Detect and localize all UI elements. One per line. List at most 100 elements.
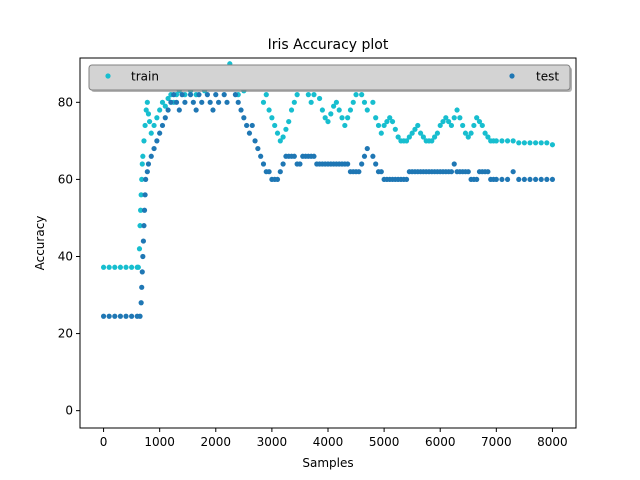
legend-marker-test [509, 73, 515, 79]
data-point-train-140 [482, 130, 488, 136]
x-tick-label: 2000 [201, 435, 232, 449]
data-point-train-77 [305, 92, 311, 98]
data-point-test-61 [266, 169, 272, 175]
data-point-test-152 [549, 176, 556, 183]
data-point-test-31 [182, 99, 188, 105]
data-point-train-84 [325, 118, 331, 125]
data-point-train-138 [476, 118, 483, 125]
legend-box [88, 64, 571, 91]
data-point-train-112 [403, 138, 410, 144]
data-point-train-114 [409, 130, 415, 136]
x-tick-label: 0 [100, 435, 108, 449]
legend-label-test: test [536, 70, 559, 84]
data-point-test-51 [238, 107, 244, 113]
data-point-test-139 [485, 169, 491, 175]
data-point-train-92 [347, 107, 354, 113]
data-point-test-58 [258, 153, 264, 159]
data-point-test-28 [173, 99, 180, 105]
data-point-test-37 [199, 99, 205, 105]
data-point-train-3 [117, 264, 123, 270]
data-point-train-83 [322, 115, 328, 121]
data-point-train-63 [266, 107, 272, 113]
data-point-test-5 [129, 313, 135, 319]
data-point-train-19 [145, 111, 152, 117]
data-point-train-125 [440, 118, 446, 125]
data-point-train-86 [331, 103, 337, 109]
data-point-test-36 [196, 92, 202, 98]
data-point-train-0 [100, 264, 107, 270]
data-point-test-34 [190, 99, 196, 105]
data-point-train-130 [454, 107, 460, 113]
data-point-train-116 [415, 122, 421, 129]
data-point-test-4 [123, 313, 129, 319]
y-tick-label: 60 [58, 172, 73, 186]
data-point-test-65 [277, 169, 283, 175]
data-point-test-46 [224, 99, 230, 105]
data-point-test-77 [311, 153, 317, 159]
data-point-test-21 [154, 138, 160, 144]
data-point-test-89 [345, 161, 351, 167]
y-axis-label: Accuracy [33, 216, 47, 271]
data-point-train-89 [339, 115, 345, 121]
data-point-train-103 [378, 130, 384, 136]
data-point-train-134 [465, 134, 471, 140]
data-point-test-66 [280, 161, 286, 167]
data-point-train-148 [516, 140, 522, 146]
data-point-test-20 [151, 145, 157, 152]
data-point-train-13 [139, 161, 145, 167]
data-point-train-81 [316, 95, 323, 102]
data-point-test-3 [117, 313, 123, 319]
data-point-test-10 [139, 269, 145, 275]
data-point-train-123 [434, 130, 441, 136]
data-point-train-66 [274, 130, 281, 136]
data-point-train-94 [353, 92, 359, 98]
data-point-train-97 [361, 99, 368, 105]
data-point-train-64 [269, 115, 275, 121]
data-point-test-93 [356, 169, 362, 175]
data-point-train-82 [319, 107, 325, 113]
data-point-test-59 [260, 161, 267, 167]
data-point-test-16 [143, 176, 149, 183]
data-point-test-50 [235, 99, 241, 105]
data-point-train-132 [460, 122, 466, 129]
data-point-test-54 [246, 130, 253, 136]
data-point-train-62 [263, 92, 269, 98]
data-point-test-40 [207, 99, 213, 105]
data-point-train-146 [504, 138, 511, 144]
data-point-test-17 [144, 169, 150, 175]
y-ticks: 0 20 40 60 80 [58, 95, 80, 418]
data-point-test-27 [171, 92, 177, 98]
data-point-train-2 [112, 264, 118, 270]
x-tick-label: 4000 [313, 435, 344, 449]
data-point-train-136 [471, 122, 477, 129]
data-point-test-96 [364, 145, 370, 152]
data-point-train-8 [136, 246, 143, 252]
data-point-test-22 [157, 130, 163, 136]
data-point-train-127 [446, 118, 452, 125]
data-point-test-23 [159, 122, 166, 129]
data-point-train-1 [106, 264, 112, 270]
data-point-train-105 [384, 118, 390, 125]
data-point-train-118 [420, 134, 426, 140]
data-point-train-137 [474, 115, 480, 121]
data-point-test-19 [148, 153, 154, 159]
data-point-train-68 [280, 134, 286, 140]
data-point-test-95 [361, 153, 368, 159]
data-point-train-117 [417, 130, 424, 136]
data-point-test-52 [241, 115, 247, 121]
data-point-train-100 [370, 99, 376, 105]
data-point-train-128 [448, 122, 455, 129]
data-point-test-26 [168, 99, 174, 105]
data-point-train-5 [129, 264, 135, 270]
data-point-train-25 [159, 99, 166, 105]
data-point-test-11 [140, 253, 146, 260]
x-ticks: 0 1000 2000 3000 4000 5000 6000 7000 8000 [100, 428, 568, 449]
data-point-train-101 [373, 115, 379, 121]
data-point-train-121 [429, 138, 435, 144]
y-tick-label: 0 [65, 404, 73, 418]
data-point-test-72 [297, 161, 303, 167]
data-point-test-126 [448, 169, 455, 175]
data-point-test-30 [179, 92, 185, 98]
data-point-test-145 [510, 169, 516, 175]
